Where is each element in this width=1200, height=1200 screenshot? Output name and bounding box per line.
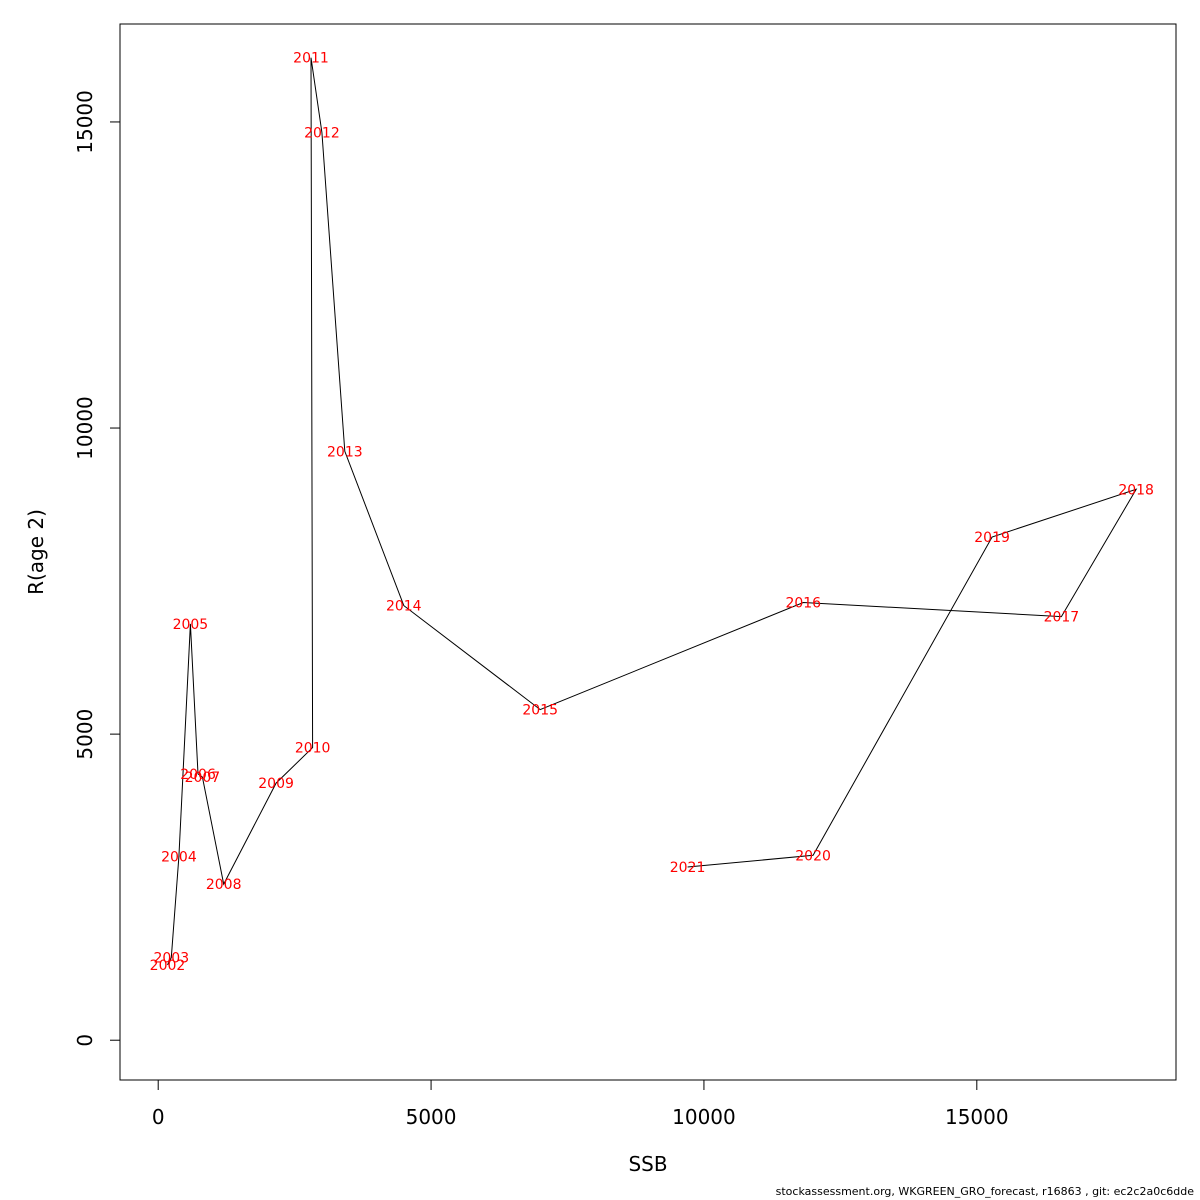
point-label-2018: 2018 (1118, 482, 1154, 498)
point-label-2012: 2012 (304, 125, 340, 141)
point-label-2006: 2006 (180, 767, 216, 783)
y-axis-title: R(age 2) (24, 509, 48, 595)
footer-credit: stockassessment.org, WKGREEN_GRO_forecas… (775, 1185, 1194, 1198)
y-tick-label: 15000 (73, 90, 97, 154)
y-axis: 0 5000 10000 15000 (73, 90, 121, 1047)
x-tick-label: 0 (152, 1105, 165, 1129)
point-label-2013: 2013 (327, 444, 363, 460)
point-label-2010: 2010 (295, 741, 331, 757)
point-label-2007: 2007 (185, 770, 221, 786)
year-labels: 2002200320042005200620072008200920102011… (150, 51, 1154, 974)
point-label-2021: 2021 (670, 860, 706, 876)
point-label-2005: 2005 (173, 617, 209, 633)
x-tick-label: 5000 (406, 1105, 457, 1129)
point-label-2002: 2002 (150, 958, 186, 974)
point-label-2008: 2008 (206, 877, 242, 893)
x-axis-title: SSB (628, 1152, 667, 1176)
y-tick-label: 5000 (73, 709, 97, 760)
y-tick-label: 0 (73, 1034, 97, 1047)
point-label-2019: 2019 (974, 530, 1010, 546)
point-label-2016: 2016 (785, 596, 821, 612)
plot-frame (119, 23, 1177, 1081)
point-label-2017: 2017 (1044, 610, 1080, 626)
point-label-2009: 2009 (258, 776, 294, 792)
series-line (167, 57, 1138, 966)
x-tick-label: 10000 (672, 1105, 736, 1129)
point-label-2003: 2003 (153, 951, 189, 967)
x-tick-label: 15000 (945, 1105, 1009, 1129)
point-label-2004: 2004 (161, 850, 197, 866)
point-label-2015: 2015 (522, 703, 558, 719)
point-label-2011: 2011 (293, 51, 329, 67)
point-label-2014: 2014 (386, 599, 422, 615)
x-axis: 0 5000 10000 15000 (152, 1079, 1009, 1129)
point-label-2020: 2020 (795, 848, 831, 864)
y-tick-label: 10000 (73, 396, 97, 460)
